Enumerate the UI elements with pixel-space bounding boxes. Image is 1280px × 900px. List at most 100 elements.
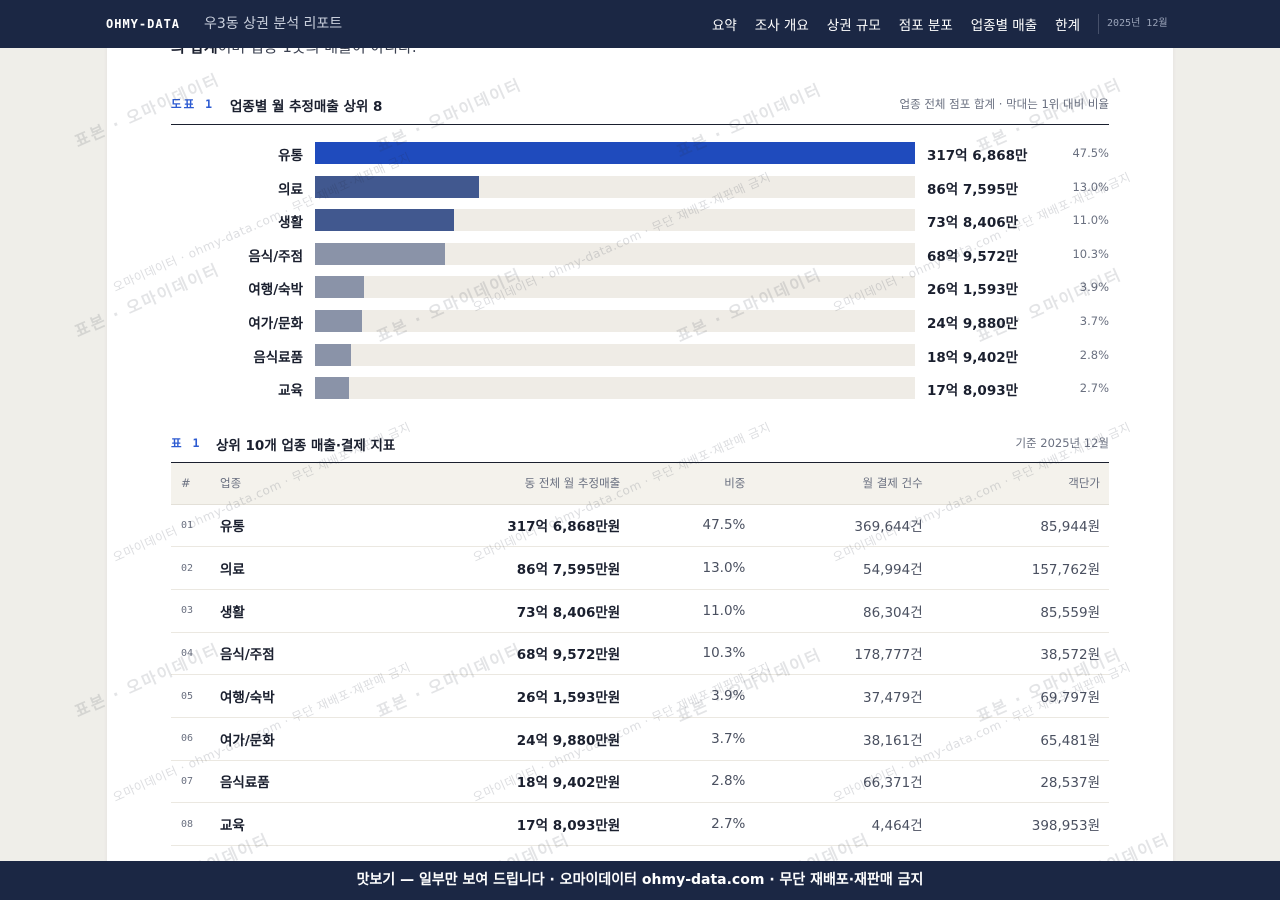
col-avg-ticket[interactable]: 객단가 <box>931 463 1109 505</box>
top-nav: 요약 조사 개요 상권 규모 점포 분포 업종별 매출 한계 <box>712 0 1080 48</box>
table-title: 상위 10개 업종 매출·결제 지표 <box>216 438 396 454</box>
nav-item-overview[interactable]: 조사 개요 <box>754 18 809 34</box>
row-transactions: 66,371건 <box>754 760 932 804</box>
bar <box>315 310 363 332</box>
preview-banner: 맛보기 — 일부만 보여 드립니다 · 오마이데이터 ohmy-data.com… <box>0 861 1280 900</box>
nav-item-summary[interactable]: 요약 <box>711 18 737 34</box>
bar-value-label: 86억 7,595만 <box>927 181 1019 198</box>
row-industry: 유통 <box>211 504 361 548</box>
row-monthly-sales: 68억 9,572만원 <box>360 632 630 676</box>
row-share: 11.0% <box>629 589 755 633</box>
bar <box>315 242 446 265</box>
row-share: 3.7% <box>629 717 755 761</box>
bar-share-label: 2.7% <box>1079 381 1109 396</box>
row-transactions: 178,777건 <box>754 632 932 676</box>
row-industry: 생활 <box>211 589 361 633</box>
bar <box>315 377 349 400</box>
report-title: 우3동 상권 분석 리포트 <box>204 16 343 32</box>
bar <box>315 175 479 198</box>
table-row[interactable]: 05 여행/숙박 26억 1,593만원 3.9% 37,479건 69,797원 <box>171 674 1109 718</box>
table-header: 표 1 상위 10개 업종 매출·결제 지표 기준 2025년 12월 <box>171 426 1109 463</box>
row-transactions: 54,994건 <box>754 546 932 590</box>
nav-item-store-distribution[interactable]: 점포 분포 <box>898 18 953 34</box>
bar-category-label: 여행/숙박 <box>248 282 303 299</box>
table-row[interactable]: 04 음식/주점 68억 9,572만원 10.3% 178,777건 38,572원 <box>171 632 1109 676</box>
nav-item-market-size[interactable]: 상권 규모 <box>826 18 881 34</box>
bar <box>315 343 351 366</box>
row-avg-ticket: 65,481원 <box>931 717 1109 761</box>
brand-logo[interactable]: OHMY-DATA <box>106 17 181 31</box>
row-avg-ticket: 28,537원 <box>931 760 1109 804</box>
row-avg-ticket: 85,944원 <box>931 504 1109 548</box>
bar-share-label: 11.0% <box>1072 213 1109 228</box>
table-note: 기준 2025년 12월 <box>1015 436 1109 450</box>
bar-track <box>315 209 915 232</box>
bar-row: 유통 317억 6,868만 47.5% <box>171 142 1109 164</box>
row-share: 3.9% <box>629 674 755 718</box>
row-transactions: 369,644건 <box>754 504 932 548</box>
row-share: 47.5% <box>629 504 755 548</box>
bar-track <box>315 276 915 299</box>
bar-value-label: 17억 8,093만 <box>927 383 1019 400</box>
figure-header: 도표 1 업종별 월 추정매출 상위 8 업종 전체 점포 합계 · 막대는 1… <box>171 88 1109 125</box>
bar-row: 음식료품 18억 9,402만 2.8% <box>171 343 1109 366</box>
bar-row: 음식/주점 68억 9,572만 10.3% <box>171 242 1109 265</box>
table-row[interactable]: 02 의료 86억 7,595만원 13.0% 54,994건 157,762원 <box>171 546 1109 590</box>
bar-track <box>315 142 915 164</box>
bar-row: 생활 73억 8,406만 11.0% <box>171 209 1109 232</box>
table-row[interactable]: 08 교육 17억 8,093만원 2.7% 4,464건 398,953원 <box>171 802 1109 846</box>
row-monthly-sales: 17억 8,093만원 <box>360 802 630 846</box>
figure-note: 업종 전체 점포 합계 · 막대는 1위 대비 비율 <box>899 97 1110 111</box>
bar <box>315 142 915 164</box>
row-avg-ticket: 38,572원 <box>931 632 1109 676</box>
row-rank: 03 <box>171 589 211 633</box>
bar-category-label: 음식료품 <box>253 349 303 366</box>
nav-item-limitations[interactable]: 한계 <box>1055 18 1080 34</box>
bar-share-label: 13.0% <box>1072 179 1109 194</box>
bar-value-label: 24억 9,880만 <box>927 316 1019 332</box>
col-rank[interactable]: # <box>171 463 211 505</box>
table-row[interactable]: 03 생활 73억 8,406만원 11.0% 86,304건 85,559원 <box>171 589 1109 633</box>
bar-track <box>315 242 915 265</box>
bar-category-label: 생활 <box>278 215 303 232</box>
bar-row: 여가/문화 24억 9,880만 3.7% <box>171 310 1109 332</box>
row-industry: 의료 <box>211 546 361 590</box>
table-row[interactable]: 07 음식료품 18억 9,402만원 2.8% 66,371건 28,537원 <box>171 760 1109 804</box>
row-avg-ticket: 398,953원 <box>931 802 1109 846</box>
bar-row: 여행/숙박 26억 1,593만 3.9% <box>171 276 1109 299</box>
bar-share-label: 10.3% <box>1072 246 1109 261</box>
table-body: 01 유통 317억 6,868만원 47.5% 369,644건 85,944원 02 의료… <box>171 504 1109 846</box>
row-avg-ticket: 157,762원 <box>931 546 1109 590</box>
bar-share-label: 3.9% <box>1079 280 1109 295</box>
bar-category-label: 의료 <box>278 181 303 198</box>
col-transactions[interactable]: 월 결제 건수 <box>754 463 932 505</box>
row-monthly-sales: 73억 8,406만원 <box>360 589 630 633</box>
bar-share-label: 3.7% <box>1079 314 1109 328</box>
bar <box>315 209 455 232</box>
bar-track <box>315 343 915 366</box>
bar-value-label: 68억 9,572만 <box>927 248 1019 265</box>
table-row[interactable]: 06 여가/문화 24억 9,880만원 3.7% 38,161건 65,481원 <box>171 717 1109 761</box>
col-share[interactable]: 비중 <box>629 463 755 505</box>
table-row[interactable]: 01 유통 317억 6,868만원 47.5% 369,644건 85,944원 <box>171 504 1109 548</box>
bar <box>315 276 365 299</box>
row-share: 2.7% <box>629 802 755 846</box>
row-industry: 여가/문화 <box>211 717 361 761</box>
figure-title: 업종별 월 추정매출 상위 8 <box>230 99 383 115</box>
nav-item-sales-by-industry[interactable]: 업종별 매출 <box>970 18 1038 34</box>
col-monthly-sales[interactable]: 동 전체 월 추정매출 <box>360 463 630 505</box>
row-monthly-sales: 86억 7,595만원 <box>360 546 630 590</box>
row-industry: 교육 <box>211 802 361 846</box>
row-rank: 02 <box>171 546 211 590</box>
row-industry: 음식료품 <box>211 760 361 804</box>
top-header: OHMY-DATA 우3동 상권 분석 리포트 요약 조사 개요 상권 규모 점… <box>0 0 1280 48</box>
bar-share-label: 2.8% <box>1079 347 1109 362</box>
row-monthly-sales: 26억 1,593만원 <box>360 674 630 718</box>
bar-category-label: 교육 <box>278 383 303 400</box>
bar-value-label: 18억 9,402만 <box>927 349 1019 366</box>
row-monthly-sales: 24억 9,880만원 <box>360 717 630 761</box>
col-industry[interactable]: 업종 <box>211 463 361 505</box>
table-tag: 표 1 <box>171 436 202 450</box>
row-transactions: 4,464건 <box>754 802 932 846</box>
bar-row: 의료 86억 7,595만 13.0% <box>171 175 1109 198</box>
